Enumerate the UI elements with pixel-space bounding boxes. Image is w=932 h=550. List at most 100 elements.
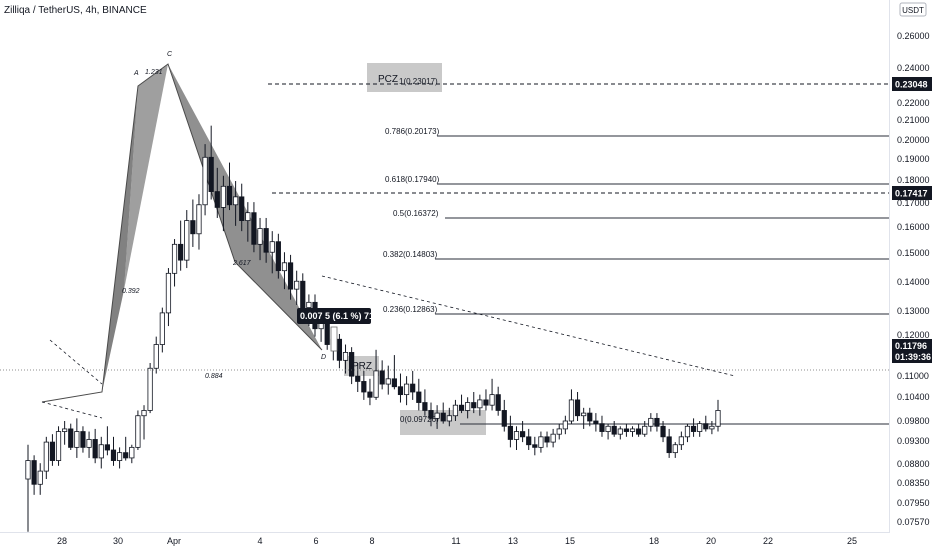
- candle-body: [599, 423, 605, 432]
- candle-body: [110, 449, 117, 461]
- candle-body: [434, 412, 440, 419]
- price-tick-label: 0.17000: [897, 198, 930, 208]
- candle: [31, 455, 37, 495]
- price-tick-label: 0.07570: [897, 517, 930, 527]
- wedge-line-upper: [49, 339, 103, 385]
- zones-layer: PCZ PRZ: [344, 63, 486, 435]
- candle-body: [68, 428, 74, 448]
- candle-body: [92, 439, 98, 459]
- chart-title: Zilliqa / TetherUS, 4h, BINANCE: [4, 5, 147, 16]
- candle: [379, 360, 385, 390]
- price-tick-label: 0.14000: [897, 277, 930, 287]
- candle-body: [80, 431, 86, 448]
- last-price-badge: [892, 339, 932, 363]
- candle: [587, 407, 593, 427]
- fib-level-label: 0.5(0.16372): [393, 209, 439, 218]
- candle: [104, 426, 110, 456]
- price-badge-value: 0.17417: [895, 189, 928, 199]
- candle-body: [654, 417, 660, 427]
- fib-level-label: 0.382(0.14803): [383, 250, 438, 259]
- currency-badge[interactable]: [899, 2, 927, 17]
- price-tick-label: 0.20000: [897, 135, 930, 145]
- candle: [446, 407, 452, 427]
- candle: [55, 426, 62, 466]
- candle-body: [709, 425, 715, 430]
- candle-body: [342, 352, 349, 361]
- price-tick-label: 0.12000: [897, 330, 930, 340]
- candle-body: [703, 423, 709, 430]
- candle-body: [129, 446, 135, 459]
- candle-body: [336, 338, 343, 361]
- candle: [342, 344, 349, 374]
- candle-body: [385, 378, 391, 385]
- fib-level-label: 1(0.23017): [399, 77, 438, 86]
- price-tick-label: 0.15000: [897, 248, 930, 258]
- candle-body: [611, 425, 617, 435]
- point-label-c: C: [167, 51, 173, 58]
- candle: [507, 415, 513, 448]
- candle-body: [324, 320, 330, 345]
- candle-body: [636, 428, 642, 435]
- candle: [697, 421, 703, 437]
- price-tick-label: 0.09300: [897, 436, 930, 446]
- countdown-timer: 01:39:36: [895, 352, 931, 362]
- candle: [642, 421, 648, 437]
- candle: [526, 428, 532, 451]
- candle-body: [379, 370, 385, 385]
- candle: [709, 421, 715, 435]
- candle: [159, 307, 165, 353]
- price-tick-label: 0.08350: [897, 478, 930, 488]
- pattern-outline: [41, 63, 323, 403]
- candle: [129, 444, 135, 464]
- candle: [581, 407, 587, 429]
- candle-body: [660, 425, 666, 438]
- trendline-dashed: [321, 275, 736, 377]
- currency-label: USDT: [902, 6, 924, 15]
- candle: [636, 423, 642, 437]
- candle: [49, 434, 56, 466]
- candle-body: [220, 185, 226, 208]
- fibonacci-layer: 1(0.23017) 0.786(0.20173) 0.618(0.17940) 0.…: [268, 77, 890, 425]
- measure-tooltip-text: 0.007 5 (6.1 %) 715: [300, 311, 379, 321]
- candle: [599, 415, 605, 437]
- time-axis-panel[interactable]: [0, 532, 890, 550]
- time-tick-label: 15: [565, 536, 575, 546]
- candle: [37, 463, 43, 495]
- candle-body: [648, 417, 654, 427]
- candle-body: [251, 212, 257, 245]
- candle-body: [178, 243, 184, 261]
- candle-body: [410, 383, 416, 393]
- candle: [617, 426, 623, 440]
- candle-body: [562, 420, 568, 430]
- candle: [422, 389, 428, 416]
- candle: [257, 217, 263, 261]
- candle-body: [49, 441, 56, 461]
- price-axis-panel[interactable]: [890, 0, 932, 550]
- candle: [86, 431, 92, 458]
- candle: [80, 426, 86, 453]
- candle: [611, 421, 617, 437]
- candle: [141, 405, 147, 440]
- candle: [294, 270, 300, 305]
- candle: [190, 199, 196, 247]
- candle: [593, 413, 599, 432]
- candle: [684, 423, 691, 443]
- time-tick-label: 8: [369, 536, 374, 546]
- candle: [654, 413, 660, 432]
- candle: [287, 254, 294, 300]
- candle: [513, 426, 520, 451]
- harmonic-pattern-layer: [41, 63, 323, 419]
- time-tick-label: 20: [706, 536, 716, 546]
- candle: [471, 391, 477, 414]
- candle: [532, 436, 538, 456]
- time-tick-label: Apr: [167, 536, 181, 546]
- time-tick-label: 30: [113, 536, 123, 546]
- candle-body: [104, 444, 110, 451]
- candle-body: [287, 262, 294, 290]
- point-label-a: A: [133, 70, 139, 77]
- candle-body: [153, 344, 159, 369]
- candle: [153, 336, 159, 374]
- ratio-label: 0.392: [122, 288, 140, 295]
